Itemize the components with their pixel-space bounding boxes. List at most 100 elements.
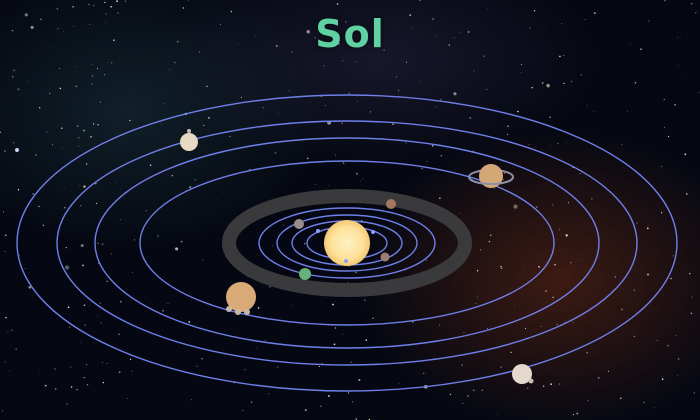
- star: [431, 145, 434, 147]
- star: [4, 150, 6, 152]
- star: [102, 243, 104, 245]
- star: [59, 68, 60, 69]
- star: [196, 365, 198, 367]
- star: [169, 69, 171, 71]
- star: [106, 362, 108, 365]
- star: [563, 54, 565, 56]
- star: [514, 304, 516, 306]
- star: [549, 116, 551, 119]
- star: [461, 364, 464, 367]
- planet-neptune[interactable]: [512, 364, 532, 384]
- star: [534, 147, 535, 148]
- star: [587, 400, 589, 402]
- star: [268, 393, 270, 395]
- star: [24, 267, 26, 269]
- star: [65, 246, 67, 249]
- star: [423, 372, 425, 374]
- star: [143, 297, 145, 298]
- star: [689, 272, 691, 275]
- star: [91, 83, 93, 85]
- sun[interactable]: [324, 220, 370, 266]
- planet-mercury[interactable]: [294, 219, 304, 229]
- star: [614, 276, 617, 278]
- star: [475, 302, 477, 304]
- star: [54, 368, 56, 370]
- star: [584, 19, 586, 21]
- star: [4, 234, 7, 237]
- star: [320, 96, 322, 98]
- planet-earth[interactable]: [299, 268, 311, 280]
- star: [39, 372, 41, 374]
- star: [580, 74, 582, 76]
- star: [517, 110, 519, 113]
- star: [601, 338, 603, 340]
- star: [435, 106, 437, 108]
- star: [621, 144, 623, 146]
- star: [240, 96, 243, 98]
- star: [533, 10, 536, 12]
- star: [691, 296, 693, 298]
- planet-jupiter[interactable]: [226, 282, 256, 312]
- star: [636, 222, 638, 224]
- star: [77, 125, 79, 127]
- planet-venus[interactable]: [386, 199, 396, 209]
- star: [177, 40, 179, 43]
- star: [99, 302, 102, 304]
- star: [355, 418, 358, 420]
- star: [661, 212, 663, 214]
- star: [63, 30, 64, 32]
- star: [531, 86, 533, 89]
- star: [117, 12, 119, 14]
- star: [449, 393, 452, 396]
- star: [53, 45, 54, 47]
- star: [208, 117, 210, 119]
- star: [175, 247, 179, 251]
- star: [70, 366, 72, 368]
- star: [17, 88, 20, 91]
- star: [362, 31, 364, 32]
- star: [306, 157, 309, 160]
- star: [52, 144, 53, 146]
- star: [9, 370, 10, 372]
- star: [643, 401, 645, 403]
- star: [473, 389, 475, 392]
- star: [467, 31, 470, 33]
- star: [105, 21, 107, 23]
- star: [476, 296, 478, 298]
- star: [663, 126, 666, 129]
- star: [118, 333, 120, 335]
- moon: [528, 378, 534, 384]
- star: [479, 249, 482, 251]
- star: [355, 61, 357, 62]
- star: [356, 172, 358, 175]
- star: [558, 383, 561, 385]
- star: [283, 224, 284, 226]
- star: [342, 162, 345, 164]
- star: [627, 110, 628, 112]
- star: [83, 377, 85, 379]
- star: [39, 107, 41, 109]
- star: [93, 143, 95, 145]
- star: [439, 197, 441, 200]
- star: [507, 125, 509, 127]
- star: [693, 392, 695, 394]
- star: [291, 51, 293, 53]
- moon: [187, 129, 191, 133]
- star: [32, 193, 34, 195]
- planet-uranus[interactable]: [180, 133, 198, 151]
- star: [15, 148, 19, 152]
- planet-mars[interactable]: [380, 252, 390, 262]
- star: [392, 123, 394, 125]
- star: [607, 370, 609, 372]
- star: [97, 123, 99, 126]
- star: [115, 181, 117, 183]
- star: [2, 410, 4, 412]
- star: [104, 74, 106, 76]
- star: [570, 80, 573, 83]
- planet-saturn[interactable]: [479, 164, 503, 188]
- star: [254, 35, 256, 36]
- star: [92, 4, 95, 7]
- star: [341, 333, 344, 335]
- star: [83, 304, 86, 307]
- star: [67, 306, 70, 309]
